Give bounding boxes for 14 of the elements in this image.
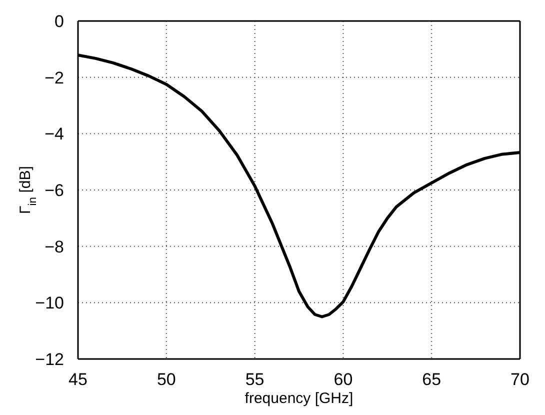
y-tick-label: −2 xyxy=(44,68,64,88)
x-tick-label: 65 xyxy=(422,370,442,390)
x-tick-label: 55 xyxy=(245,370,264,390)
y-tick-label: −4 xyxy=(44,124,64,144)
y-tick-label: −6 xyxy=(44,181,64,200)
x-tick-label: 50 xyxy=(156,370,176,390)
x-tick-label: 60 xyxy=(334,370,353,390)
x-axis-title: frequency [GHz] xyxy=(244,390,354,407)
y-tick-label: 0 xyxy=(54,12,64,32)
y-tick-label: −8 xyxy=(44,237,64,256)
y-tick-label: −12 xyxy=(35,350,64,370)
y-tick-label: −10 xyxy=(35,294,64,313)
x-tick-label: 70 xyxy=(510,370,530,390)
x-tick-label: 45 xyxy=(68,370,88,390)
